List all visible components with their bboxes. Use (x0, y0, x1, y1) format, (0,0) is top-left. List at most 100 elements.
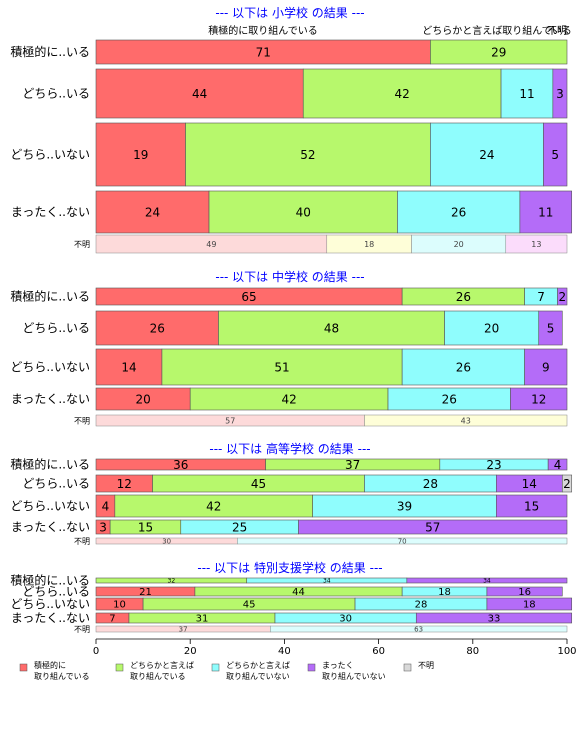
data-label: 5 (551, 148, 559, 162)
unknown-data-label: 49 (206, 240, 216, 249)
data-label: 10 (113, 600, 126, 611)
x-axis: 0 20 40 60 80 100 (93, 638, 577, 657)
bar-segment (538, 310, 563, 346)
data-label: 11 (538, 205, 553, 219)
bar-row: どちら..いない 19 52 24 5 (10, 122, 568, 187)
data-label: 26 (456, 290, 471, 304)
bar-row: まったく..ない 7 31 30 33 (11, 611, 573, 625)
row-label: どちら..いる (22, 477, 90, 491)
row-label: どちら..いる (22, 321, 90, 335)
data-label: 42 (206, 499, 221, 513)
panel-0: --- 以下は 小学校 の結果 --- 積極的に..いる 71 29 どちら..いる 44… (10, 5, 573, 254)
legend-label: 積極的に (34, 660, 66, 670)
row-label: どちら..いない (10, 597, 90, 611)
panel-1: --- 以下は 中学校 の結果 --- 積極的に..いる 65 26 7 2 どちら..いる… (10, 269, 568, 427)
data-label: 18 (523, 600, 536, 611)
data-label: 45 (243, 600, 256, 611)
bar-segment (547, 458, 568, 471)
data-label: 57 (425, 520, 440, 534)
unknown-label: 不明 (74, 625, 90, 634)
data-label: 3 (99, 520, 107, 534)
legend-label: どちらかと言えば (226, 660, 290, 670)
bar-segment (557, 287, 568, 306)
row-label: どちら..いない (10, 148, 90, 162)
bar-row: まったく..ない 24 40 26 11 (11, 190, 573, 234)
top-label-2: 不明 (547, 25, 567, 37)
row-label: まったく..ない (11, 520, 90, 534)
unknown-segment (237, 537, 568, 545)
bar-segment (561, 474, 573, 493)
data-label: 42 (281, 392, 296, 406)
bar-segment (486, 597, 573, 611)
panel-title: --- 以下は 特別支援学校 の結果 --- (197, 560, 382, 575)
unknown-data-label: 37 (179, 626, 188, 634)
legend-swatch (19, 663, 28, 672)
data-label: 18 (438, 587, 451, 598)
row-label: どちら..いる (22, 87, 90, 101)
data-label: 2 (558, 290, 566, 304)
unknown-data-label: 30 (162, 538, 171, 546)
bar-row: まったく..ない 20 42 26 12 (11, 387, 568, 411)
data-label: 14 (522, 477, 537, 491)
panel-title: --- 以下は 中学校 の結果 --- (215, 269, 364, 284)
bar-segment (218, 310, 445, 346)
data-label: 7 (537, 290, 545, 304)
unknown-row: 不明 30 70 (74, 537, 568, 546)
data-label: 14 (121, 360, 136, 374)
data-label: 42 (395, 87, 410, 101)
data-label: 23 (486, 458, 501, 472)
legend-label: 取り組んでいない (226, 671, 290, 681)
data-label: 24 (145, 205, 160, 219)
unknown-segment (270, 625, 568, 633)
row-label: どちら..いる (22, 585, 90, 599)
row-label: まったく..ない (11, 392, 90, 406)
data-label: 25 (232, 520, 247, 534)
row-label: どちら..いない (10, 499, 90, 513)
data-label: 2 (563, 477, 571, 491)
data-label: 30 (339, 614, 352, 625)
panel-3: --- 以下は 特別支援学校 の結果 ---積極的に..いる 32 34 34どちら.… (10, 560, 573, 634)
legend-label: 取り組んでいる (130, 671, 186, 681)
legend-label: 取り組んでいる (34, 671, 90, 681)
x-tick-label: 20 (184, 646, 197, 657)
bar-segment (486, 586, 563, 597)
data-label: 34 (483, 578, 491, 585)
bar-segment (519, 190, 573, 234)
bar-segment (161, 348, 403, 386)
data-label: 12 (531, 392, 546, 406)
data-label: 19 (133, 148, 148, 162)
unknown-segment (505, 234, 568, 254)
data-label: 33 (488, 614, 501, 625)
data-label: 44 (192, 87, 207, 101)
data-label: 9 (542, 360, 550, 374)
unknown-row: 不明 57 43 (74, 414, 568, 427)
data-label: 20 (484, 321, 499, 335)
bar-segment (397, 190, 521, 234)
bar-segment (95, 348, 163, 386)
data-label: 45 (251, 477, 266, 491)
row-label: 積極的に..いる (10, 44, 90, 59)
data-label: 26 (442, 392, 457, 406)
data-label: 26 (451, 205, 466, 219)
bar-segment (208, 190, 398, 234)
unknown-label: 不明 (74, 417, 90, 426)
legend: 積極的に取り組んでいるどちらかと言えば取り組んでいるどちらかと言えば取り組んでい… (19, 660, 434, 681)
data-label: 12 (117, 477, 132, 491)
data-label: 16 (518, 587, 531, 598)
row-label: どちら..いない (10, 360, 90, 374)
unknown-data-label: 70 (398, 538, 407, 546)
data-label: 29 (491, 45, 506, 59)
top-label-1: どちらかと言えば取り組んでいる (422, 24, 572, 37)
panel-2: --- 以下は 高等学校 の結果 ---積極的に..いる 36 37 23 4どちら..… (10, 441, 573, 546)
unknown-row: 不明 49 18 20 13 (74, 234, 568, 254)
data-label: 37 (345, 458, 360, 472)
data-label: 15 (138, 520, 153, 534)
unknown-data-label: 43 (461, 416, 471, 425)
bar-row: まったく..ない 3 15 25 57 (11, 519, 568, 534)
data-label: 5 (547, 321, 555, 335)
legend-swatch (307, 663, 316, 672)
data-label: 3 (556, 87, 564, 101)
